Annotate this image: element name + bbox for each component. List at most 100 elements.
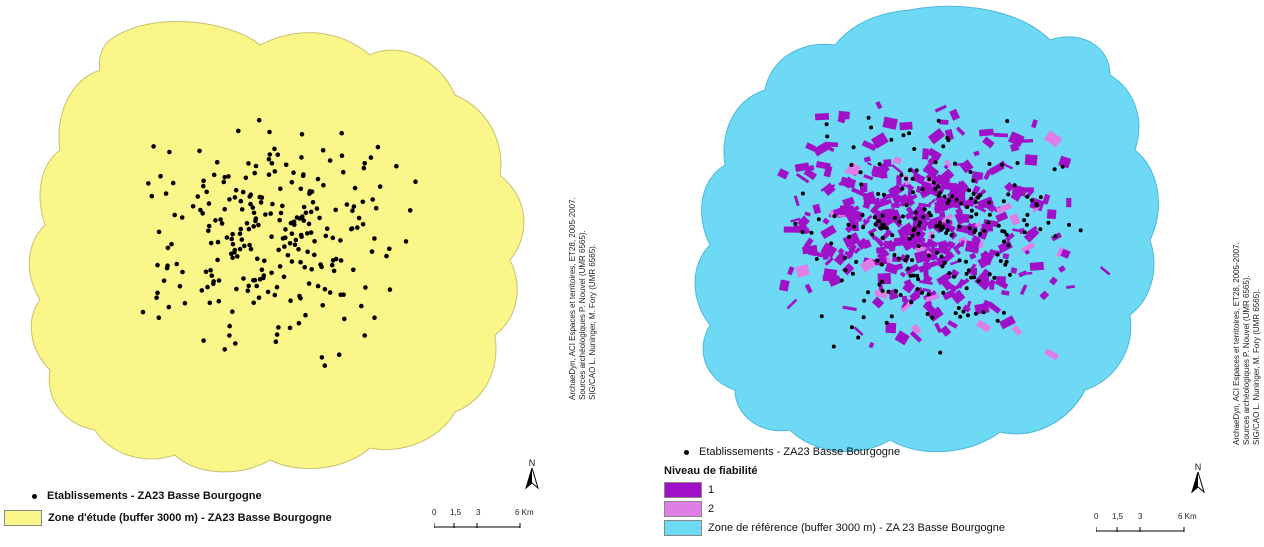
scale-tick-1: 1,5 — [1112, 512, 1124, 521]
establishment-point — [273, 339, 279, 345]
establishment-point — [976, 279, 981, 283]
establishment-point — [973, 200, 978, 205]
scale-tick-3: 6 Km — [1178, 512, 1197, 521]
fiability-patch — [1066, 198, 1072, 208]
establishment-point — [879, 262, 884, 267]
establishment-point — [352, 185, 358, 191]
establishment-point — [258, 200, 264, 205]
fiability-patch — [804, 283, 813, 294]
fiability-patch — [933, 205, 943, 213]
establishment-point — [969, 208, 974, 213]
fiability-patch — [778, 279, 790, 292]
fiability-patch — [797, 215, 810, 229]
establishment-point — [907, 236, 912, 241]
establishment-point — [312, 239, 317, 244]
fiability-patch — [938, 173, 949, 184]
establishment-point — [936, 118, 941, 123]
establishment-point — [322, 286, 328, 292]
establishment-point — [256, 222, 261, 228]
fiability-patch — [822, 142, 835, 153]
establishment-point — [850, 271, 855, 276]
fiability-patch — [883, 159, 892, 168]
establishment-point — [387, 246, 392, 252]
fiability-patch — [911, 172, 926, 185]
fiability-patch — [822, 217, 830, 225]
fiability-patch — [842, 232, 861, 248]
establishment-point — [935, 250, 939, 255]
establishment-point — [232, 195, 238, 200]
establishment-point — [873, 222, 878, 227]
establishment-point — [208, 240, 214, 246]
establishment-point — [847, 234, 852, 239]
establishment-point — [339, 153, 345, 158]
establishment-point — [252, 170, 257, 176]
establishment-point — [216, 278, 222, 283]
fiability-patch — [1066, 284, 1075, 289]
fiability-patch — [935, 256, 949, 269]
legend-level-2-label: 2 — [708, 503, 715, 515]
establishment-point — [228, 251, 234, 257]
fiability-patch — [1027, 271, 1033, 275]
establishment-point — [240, 189, 246, 195]
establishment-point — [267, 152, 273, 157]
scale-line — [434, 523, 521, 528]
establishment-point — [278, 186, 283, 192]
establishment-point — [303, 312, 308, 318]
establishment-point — [394, 163, 399, 169]
fiability-patch — [969, 252, 977, 260]
establishment-point — [856, 335, 861, 340]
establishment-point — [890, 233, 895, 238]
establishment-point — [914, 168, 919, 173]
fiability-patch — [889, 244, 895, 252]
fiability-patch — [940, 221, 956, 233]
establishment-point — [230, 255, 235, 261]
establishment-point — [270, 201, 275, 207]
establishment-point — [966, 313, 970, 318]
establishment-point — [308, 209, 314, 215]
fiability-patch — [909, 330, 923, 343]
establishment-point — [360, 222, 366, 227]
establishment-point — [809, 230, 814, 235]
establishment-point — [1060, 164, 1065, 169]
credit-line-1: ArchaeDyn, ACI Espaces et territoires, E… — [568, 197, 577, 400]
establishment-point — [206, 223, 212, 229]
fiability-patch — [889, 263, 904, 272]
establishment-point — [327, 290, 333, 295]
establishment-point — [904, 203, 909, 208]
establishment-point — [235, 254, 240, 259]
establishment-point — [283, 227, 288, 232]
legend-points-label: Etablissements - ZA23 Basse Bourgogne — [47, 490, 262, 502]
fiability-patch — [803, 227, 811, 235]
fiability-patch — [959, 159, 974, 174]
establishment-point — [277, 264, 283, 269]
fiability-patch — [805, 142, 817, 152]
establishment-point — [224, 235, 230, 240]
establishment-point — [933, 160, 938, 165]
establishment-point — [256, 295, 262, 301]
establishment-point — [831, 344, 836, 349]
fiability-patch — [898, 200, 910, 207]
establishment-point — [197, 148, 202, 154]
establishment-point — [251, 278, 256, 283]
establishment-point — [310, 200, 316, 205]
fiability-patch — [926, 238, 939, 248]
establishment-point — [306, 281, 312, 286]
fiability-patch — [860, 183, 868, 192]
legend-item-points: Etablissements - ZA23 Basse Bourgogne — [676, 444, 1005, 460]
establishment-point — [941, 224, 945, 229]
fiability-patch — [892, 194, 904, 205]
point-symbol — [32, 493, 37, 499]
establishment-point — [251, 300, 256, 306]
establishment-point — [945, 228, 950, 233]
establishment-point — [987, 161, 992, 166]
establishment-point — [156, 315, 162, 321]
fiability-patch — [995, 278, 1009, 290]
fiability-patch — [910, 323, 922, 336]
fiability-patch — [939, 211, 946, 219]
establishment-point — [870, 232, 875, 237]
establishment-point — [931, 180, 936, 185]
establishment-point — [282, 244, 287, 249]
fiability-patch — [925, 293, 940, 303]
fiability-patch — [1099, 266, 1111, 276]
fiability-patch — [937, 182, 947, 194]
